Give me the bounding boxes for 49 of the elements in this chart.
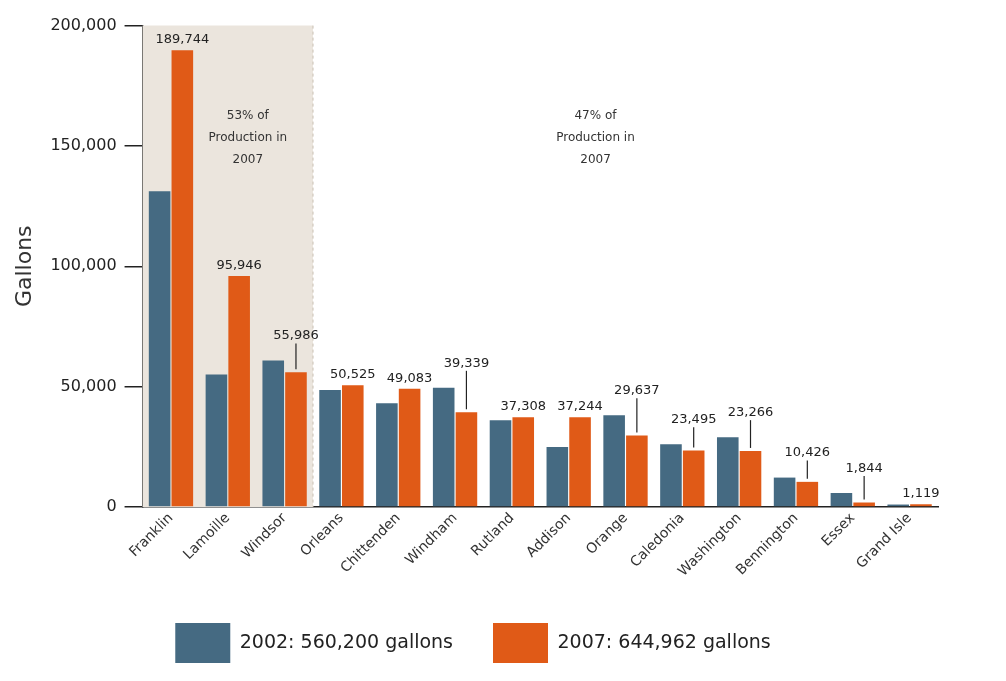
bar [739,450,762,507]
bar [262,360,285,507]
data-label: 95,946 [216,256,262,272]
bar [660,444,682,507]
bar [455,412,478,507]
annotation: 47% of Production in 2007 [556,107,635,166]
bar [716,437,739,507]
data-label: 37,244 [557,398,603,414]
bar [682,450,705,507]
bar [626,435,648,507]
bar [319,389,341,507]
bar [603,415,625,507]
data-label: 37,308 [500,398,546,414]
bar [171,50,194,507]
data-label: 50,525 [330,366,376,382]
bar [489,420,512,507]
bar [148,191,171,507]
y-tick-label: 0 [106,496,117,516]
bar [830,492,853,507]
bar [773,477,796,507]
data-label: 23,266 [727,404,774,420]
y-axis-title: Gallons [10,225,36,308]
bar [341,385,364,507]
bar [205,374,228,507]
data-label: 49,083 [386,369,433,385]
data-label: 1,844 [845,459,883,475]
bar [796,481,819,507]
data-label: 1,119 [902,485,940,501]
bar [228,276,250,507]
bar [546,447,569,507]
data-label: 10,426 [784,444,831,460]
bar [569,417,591,507]
y-tick-label: 150,000 [50,135,117,155]
y-tick-label: 200,000 [50,14,117,34]
data-label: 189,744 [155,31,210,47]
legend-label: 2007: 644,962 gallons [557,629,771,652]
data-label: 39,339 [443,354,490,370]
bar [398,388,421,507]
bar [432,387,455,507]
bar [376,403,398,507]
data-label: 29,637 [614,382,660,398]
legend-label: 2002: 560,200 gallons [239,629,453,652]
data-label: 23,495 [670,411,717,427]
bar [285,372,307,507]
annotation: 53% of Production in 2007 [208,107,288,166]
bar [512,417,535,507]
y-tick-label: 50,000 [60,375,117,395]
y-tick-label: 100,000 [50,255,117,275]
data-label: 55,986 [273,327,319,343]
